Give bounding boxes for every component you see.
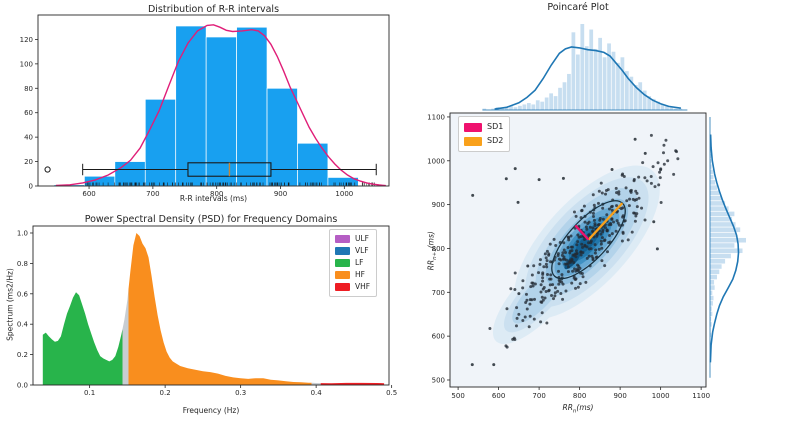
marginal-top-histogram — [482, 24, 688, 111]
sd2-swatch-icon — [464, 136, 482, 146]
psd-legend-label: VLF — [355, 246, 369, 255]
svg-text:800: 800 — [573, 392, 586, 400]
psd-ylabel: Spectrum (ms2/Hz) — [5, 268, 15, 341]
psd-legend: ULF VLF LF HF VHF — [329, 229, 378, 297]
psd-legend-item-VHF: VHF — [335, 281, 370, 293]
axis-ticks: 500 600 700 800 900 1000 1100 500 600 700 800 900 10… — [427, 113, 710, 400]
axis-ticks: 600 700 800 900 1000 0 20 40 60 80 100 120 — [20, 36, 354, 198]
psd-legend-label: VHF — [355, 282, 371, 291]
poincare-xlabel-unit: (ms) — [576, 403, 594, 412]
vlf-swatch-icon — [335, 247, 350, 255]
svg-text:800: 800 — [432, 245, 445, 253]
svg-text:600: 600 — [492, 392, 505, 400]
band-VHF — [320, 382, 385, 385]
poincare-xlabel: RRn(ms) — [450, 403, 706, 415]
svg-text:500: 500 — [432, 376, 445, 384]
poincare-ylabel-unit: (ms) — [426, 231, 436, 249]
axis-ticks: 0.1 0.2 0.3 0.4 0.5 0.0 0.2 0.4 0.6 0.8 1.0 — [17, 229, 397, 397]
band-gap1 — [122, 289, 129, 385]
poincare-plot: 500 600 700 800 900 1000 1100 500 600 700 800 900 10… — [427, 112, 710, 400]
svg-text:1100: 1100 — [692, 392, 710, 400]
psd-legend-item-VLF: VLF — [335, 245, 370, 257]
psd-legend-label: ULF — [355, 234, 369, 243]
sd2-line — [587, 202, 624, 241]
psd-legend-item-ULF: ULF — [335, 233, 370, 245]
poincare-legend-label: SD1 — [487, 122, 504, 131]
svg-text:0.4: 0.4 — [311, 389, 323, 397]
svg-text:80: 80 — [24, 85, 33, 93]
svg-text:900: 900 — [613, 392, 626, 400]
band-HF — [128, 233, 312, 385]
poincare-ylabel: RRn+1(ms) — [426, 211, 438, 291]
histogram-xlabel: R-R intervals (ms) — [179, 194, 248, 203]
rr-histogram-plot: 600 700 800 900 1000 0 20 40 60 80 100 120 — [20, 14, 390, 198]
ulf-swatch-icon — [335, 235, 350, 243]
svg-text:1100: 1100 — [427, 113, 445, 121]
psd-xlabel: Frequency (Hz) — [182, 406, 240, 415]
poincare-title: Poincaré Plot — [547, 2, 609, 13]
hf-swatch-icon — [335, 271, 350, 279]
psd-legend-item-HF: HF — [335, 269, 370, 281]
svg-text:0.2: 0.2 — [17, 351, 28, 359]
psd-legend-item-LF: LF — [335, 257, 370, 269]
svg-text:0.0: 0.0 — [17, 382, 28, 390]
marginal-right-histogram — [709, 116, 746, 378]
sd1-line — [574, 224, 590, 241]
svg-text:600: 600 — [82, 190, 95, 198]
psd-title: Power Spectral Density (PSD) for Frequen… — [84, 214, 338, 225]
sd1-swatch-icon — [464, 122, 482, 132]
svg-text:20: 20 — [24, 158, 33, 166]
svg-text:0.8: 0.8 — [17, 260, 28, 268]
svg-text:40: 40 — [24, 134, 33, 142]
poincare-legend-label: SD2 — [487, 136, 504, 145]
svg-text:60: 60 — [24, 109, 33, 117]
histogram-bars — [53, 25, 359, 187]
kde-curve — [55, 24, 386, 187]
sd-ellipse — [551, 200, 626, 280]
psd-plot: 0.1 0.2 0.3 0.4 0.5 0.0 0.2 0.4 0.6 0.8 1.0 — [17, 225, 397, 397]
poincare-xlabel-sub: n — [572, 408, 577, 415]
svg-text:0.1: 0.1 — [84, 389, 95, 397]
psd-legend-label: LF — [355, 258, 364, 267]
vhf-swatch-icon — [335, 283, 350, 291]
svg-text:900: 900 — [432, 201, 445, 209]
svg-text:600: 600 — [432, 333, 445, 341]
svg-text:800: 800 — [210, 190, 223, 198]
poincare-xlabel-main: RR — [562, 403, 573, 412]
svg-text:0.4: 0.4 — [17, 321, 29, 329]
scatter-points — [470, 133, 680, 367]
svg-text:0.5: 0.5 — [386, 389, 397, 397]
poincare-ylabel-main: RR — [426, 259, 436, 271]
poincare-plot-area — [470, 133, 680, 367]
poincare-sd-legend: SD1 SD2 — [458, 116, 511, 152]
svg-text:700: 700 — [432, 289, 445, 297]
svg-text:1.0: 1.0 — [17, 229, 28, 237]
svg-text:0.3: 0.3 — [235, 389, 246, 397]
band-gap2 — [311, 382, 321, 385]
psd-legend-label: HF — [355, 270, 365, 279]
svg-text:120: 120 — [20, 36, 33, 44]
poincare-legend-item-SD2: SD2 — [464, 134, 503, 148]
poincare-legend-item-SD1: SD1 — [464, 120, 503, 134]
svg-text:700: 700 — [532, 392, 545, 400]
frequency-band-areas — [42, 233, 385, 385]
svg-text:900: 900 — [274, 190, 287, 198]
svg-text:500: 500 — [451, 392, 464, 400]
poincare-ylabel-sub: n+1 — [431, 248, 438, 260]
svg-text:0.2: 0.2 — [160, 389, 171, 397]
svg-text:0: 0 — [29, 183, 33, 191]
svg-text:0.6: 0.6 — [17, 290, 29, 298]
band-LF — [42, 292, 123, 385]
svg-text:100: 100 — [20, 60, 33, 68]
svg-text:1000: 1000 — [652, 392, 670, 400]
histogram-title: Distribution of R-R intervals — [147, 4, 280, 15]
svg-text:1000: 1000 — [335, 190, 353, 198]
boxplot-overlay — [44, 162, 377, 177]
svg-text:1000: 1000 — [427, 157, 445, 165]
svg-text:700: 700 — [146, 190, 159, 198]
lf-swatch-icon — [335, 259, 350, 267]
